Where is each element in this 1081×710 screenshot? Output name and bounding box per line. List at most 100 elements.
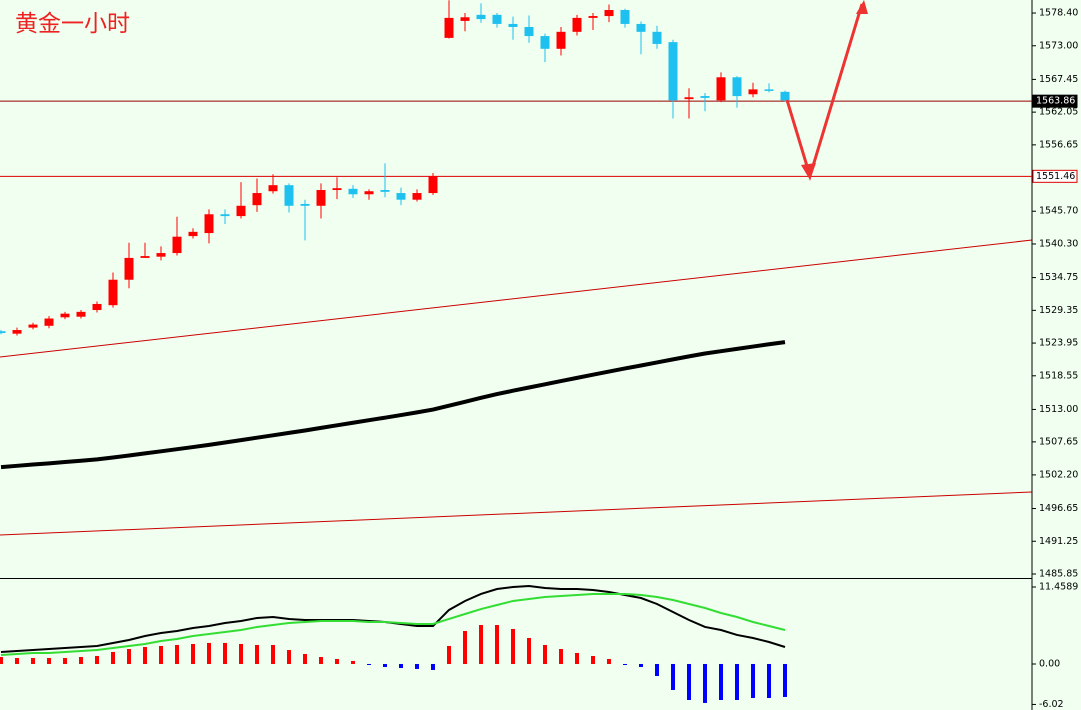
y-tick-label: 1578.40 <box>1039 8 1078 19</box>
histogram-bar <box>255 644 259 664</box>
y-tick-label: 1523.95 <box>1039 338 1078 349</box>
channel-lower <box>0 491 1033 536</box>
candle-body <box>604 10 614 17</box>
macd-line <box>0 592 786 656</box>
candle-body <box>556 31 566 49</box>
histogram-bar <box>0 657 3 664</box>
histogram-bar <box>303 653 307 664</box>
y-tick-label: 1491.25 <box>1039 536 1078 547</box>
histogram-bar <box>127 649 131 664</box>
candle-body <box>348 188 358 195</box>
candle-body <box>172 236 182 254</box>
histogram-bar <box>223 642 227 664</box>
y-tick-label: 1567.45 <box>1039 74 1078 85</box>
histogram-bar <box>143 646 147 664</box>
histogram-bar <box>719 663 723 701</box>
candle-body <box>332 188 342 191</box>
histogram-bar <box>335 659 339 664</box>
histogram-bar <box>559 649 563 664</box>
y-tick-label: 1496.65 <box>1039 503 1078 514</box>
histogram-bar <box>735 663 739 701</box>
candle-body <box>652 31 662 44</box>
histogram-bar <box>751 663 755 698</box>
candle-body <box>668 42 678 101</box>
candle-body <box>220 214 230 217</box>
candle-body <box>412 193 422 200</box>
histogram-bar <box>591 655 595 664</box>
candle-body <box>428 176 438 194</box>
candle-body <box>700 96 710 98</box>
histogram-bar <box>79 657 83 664</box>
histogram-bar <box>463 630 467 664</box>
y-tick-label: 1545.70 <box>1039 206 1078 217</box>
candle-body <box>732 77 742 97</box>
histogram-bar <box>175 644 179 664</box>
level-label: 1551.46 <box>1036 171 1075 182</box>
histogram-bar <box>287 650 291 664</box>
candle-body <box>764 89 774 91</box>
histogram-bar <box>703 663 707 703</box>
histogram-bar <box>495 625 499 664</box>
candle-body <box>748 89 758 95</box>
candle-body <box>108 279 118 306</box>
candle-body <box>444 17 454 38</box>
y-tick-label: 1540.30 <box>1039 238 1078 249</box>
histogram-bar <box>63 658 67 664</box>
level-label: 1563.86 <box>1036 96 1075 107</box>
chart-title: 黄金一小时 <box>15 11 130 37</box>
histogram-bar <box>767 663 771 698</box>
histogram-bar <box>31 658 35 664</box>
histogram-bar <box>239 643 243 664</box>
candle-body <box>156 253 166 257</box>
candle-body <box>364 191 374 195</box>
histogram-bar <box>607 659 611 664</box>
candle-body <box>60 313 70 318</box>
histogram-bar <box>95 655 99 664</box>
candle-body <box>236 205 246 217</box>
y-tick-label: 1507.65 <box>1039 436 1078 447</box>
candle-body <box>124 257 134 280</box>
candle-body <box>380 190 390 192</box>
candle-body <box>268 185 278 192</box>
candle-body <box>204 214 214 234</box>
candle-body <box>540 36 550 49</box>
histogram-bar <box>351 660 355 664</box>
moving-average <box>0 340 786 470</box>
histogram-bar <box>671 663 675 690</box>
candle-body <box>12 330 22 334</box>
y-tick-label: 1529.35 <box>1039 305 1078 316</box>
level-label-box <box>1032 169 1078 183</box>
candle-body <box>140 256 150 258</box>
y-tick-label: 1562.05 <box>1039 107 1078 118</box>
candle-body <box>636 23 646 32</box>
candle-body <box>620 10 630 24</box>
histogram-bar <box>431 663 435 670</box>
y-tick-label: 1513.00 <box>1039 404 1078 415</box>
histogram-bar <box>415 663 419 669</box>
histogram-bar <box>575 652 579 664</box>
candle-body <box>524 26 534 37</box>
histogram-bar <box>111 651 115 664</box>
histogram-bar <box>447 645 451 664</box>
histogram-bar <box>639 663 643 668</box>
candle-body <box>460 17 470 21</box>
histogram-bar <box>319 657 323 664</box>
forecast-arrow <box>785 0 868 182</box>
candle-body <box>76 311 86 317</box>
channel-upper <box>0 239 1033 358</box>
histogram-bar <box>479 625 483 664</box>
candle-body <box>572 17 582 32</box>
candle-body <box>684 97 694 100</box>
histogram-bar <box>367 663 371 665</box>
candle-body <box>252 193 262 206</box>
candle-body <box>508 23 518 27</box>
histogram-bar <box>511 628 515 664</box>
y-tick-label: -6.02 <box>1039 699 1064 710</box>
y-tick-label: 1518.55 <box>1039 370 1078 381</box>
histogram-bar <box>207 642 211 664</box>
candle-body <box>92 303 102 311</box>
candle-body <box>492 14 502 24</box>
